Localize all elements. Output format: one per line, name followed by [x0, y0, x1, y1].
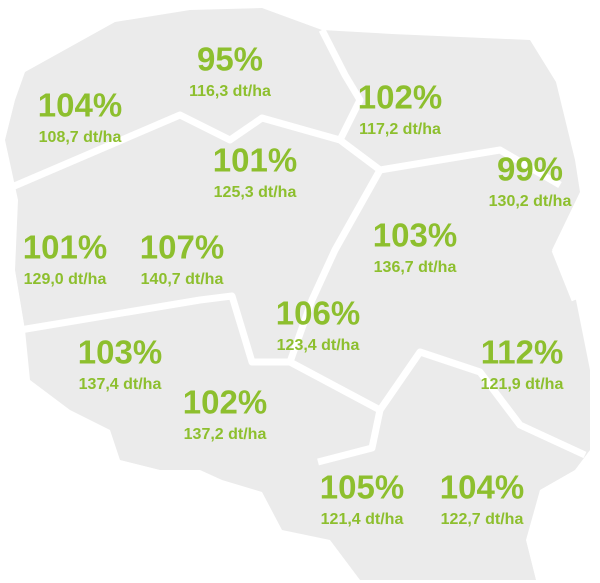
region-labels: 95% 116,3 dt/ha 104% 108,7 dt/ha 102% 117,2 d…: [23, 41, 572, 529]
region-yield: 137,2 dt/ha: [184, 426, 267, 443]
region-percent: 95%: [197, 41, 263, 78]
region-yield: 116,3 dt/ha: [189, 83, 271, 100]
region-percent: 102%: [183, 384, 267, 421]
region-percent: 104%: [440, 469, 524, 506]
region-percent: 106%: [276, 295, 360, 332]
region-percent: 102%: [358, 79, 442, 116]
region-borders: [3, 28, 587, 466]
region-percent: 101%: [23, 229, 107, 266]
region-yield: 130,2 dt/ha: [489, 193, 572, 210]
region-yield: 117,2 dt/ha: [359, 121, 441, 138]
border: [19, 292, 290, 366]
region-yield: 137,4 dt/ha: [79, 376, 162, 393]
region-yield: 121,4 dt/ha: [321, 511, 404, 528]
region-percent: 103%: [78, 334, 162, 371]
border: [551, 248, 579, 302]
region-yield: 123,4 dt/ha: [277, 337, 360, 354]
border: [318, 28, 364, 142]
region-yield: 121,9 dt/ha: [481, 376, 564, 393]
region-percent: 101%: [213, 142, 297, 179]
region-yield: 136,7 dt/ha: [374, 259, 457, 276]
region-yield: 108,7 dt/ha: [39, 129, 122, 146]
region-percent: 104%: [38, 87, 122, 124]
region-percent: 105%: [320, 469, 404, 506]
region-yield: 129,0 dt/ha: [24, 271, 107, 288]
region-percent: 107%: [140, 229, 224, 266]
region-yield: 125,3 dt/ha: [214, 184, 297, 201]
region-yield: 140,7 dt/ha: [141, 271, 224, 288]
region-percent: 112%: [481, 334, 564, 371]
border: [317, 409, 384, 466]
region-yield: 122,7 dt/ha: [441, 511, 524, 528]
country-outline: [5, 8, 590, 580]
region-percent: 99%: [497, 151, 563, 188]
region-percent: 103%: [373, 217, 457, 254]
border: [3, 111, 562, 194]
